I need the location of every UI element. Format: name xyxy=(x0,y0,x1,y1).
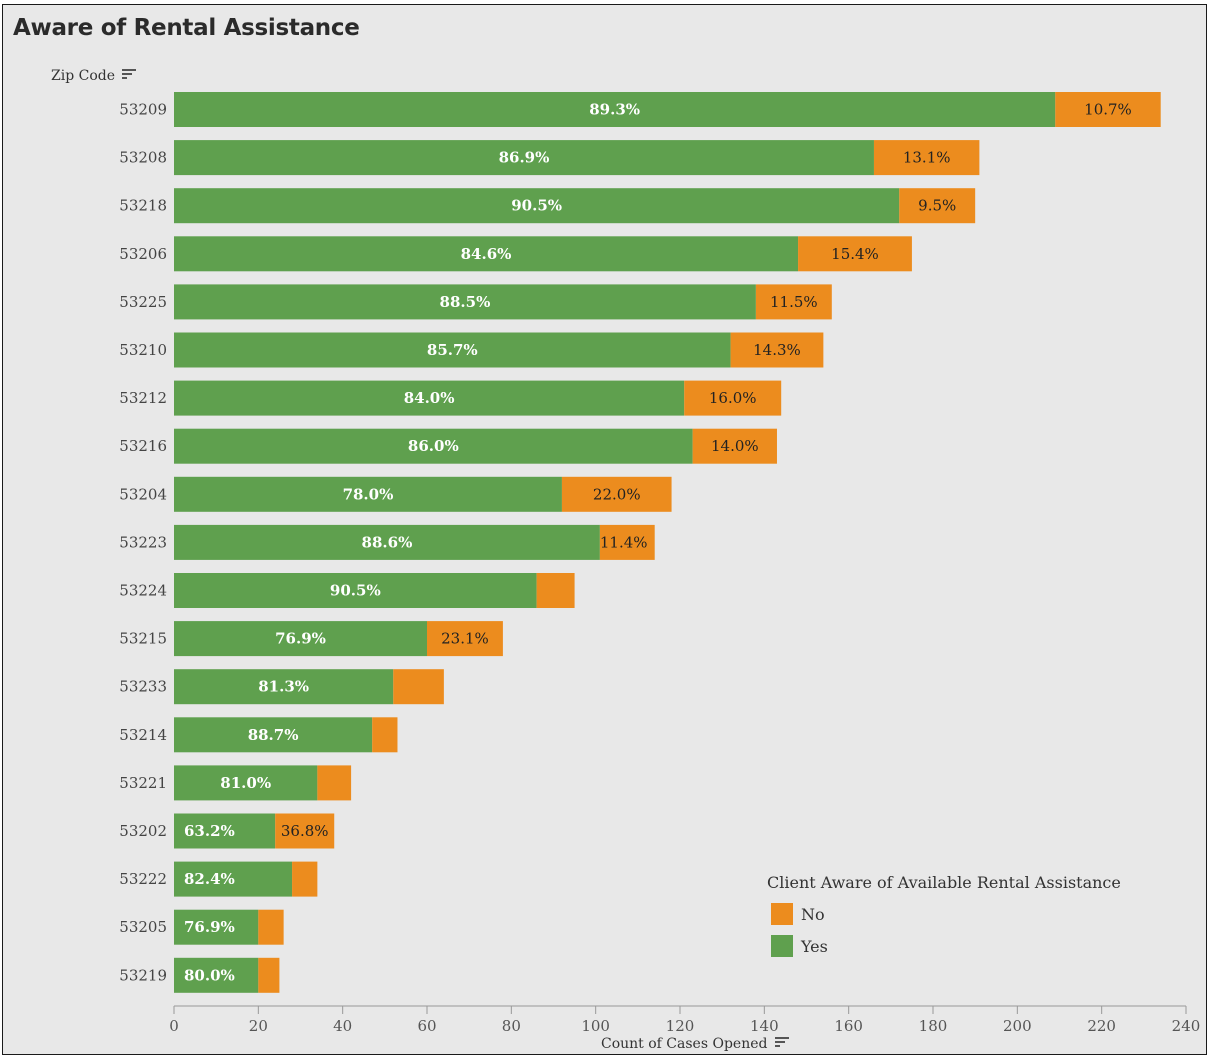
y-tick-label: 53202 xyxy=(119,822,167,840)
y-tick-label: 53218 xyxy=(119,197,167,215)
data-label-yes: 86.9% xyxy=(499,149,550,167)
data-label-yes: 88.6% xyxy=(362,533,413,551)
data-label-yes: 90.5% xyxy=(330,582,381,600)
legend-item-yes[interactable]: Yes xyxy=(767,930,1121,962)
legend-label-no: No xyxy=(801,905,825,924)
data-label-yes: 81.0% xyxy=(220,774,271,792)
bar-no[interactable] xyxy=(258,958,279,993)
data-label-yes: 80.0% xyxy=(184,966,235,984)
y-tick-label: 53216 xyxy=(119,437,167,455)
x-tick-label: 100 xyxy=(581,1017,610,1035)
legend-item-no[interactable]: No xyxy=(767,898,1121,930)
x-axis-title: Count of Cases Opened xyxy=(601,1036,767,1052)
x-tick-label: 60 xyxy=(417,1017,436,1035)
sort-icon[interactable] xyxy=(775,1036,789,1052)
data-label-yes: 84.0% xyxy=(404,389,455,407)
data-label-no: 9.5% xyxy=(918,197,956,215)
y-tick-label: 53223 xyxy=(119,533,167,551)
y-tick-label: 53225 xyxy=(119,293,167,311)
data-label-yes: 86.0% xyxy=(408,437,459,455)
data-label-no: 36.8% xyxy=(281,822,329,840)
data-label-yes: 85.7% xyxy=(427,341,478,359)
legend: Client Aware of Available Rental Assista… xyxy=(767,873,1121,962)
bar-no[interactable] xyxy=(258,910,283,945)
y-tick-label: 53212 xyxy=(119,389,167,407)
x-tick-label: 40 xyxy=(333,1017,352,1035)
x-tick-label: 200 xyxy=(1003,1017,1032,1035)
data-label-no: 22.0% xyxy=(593,485,641,503)
bar-no[interactable] xyxy=(393,669,444,704)
data-label-no: 11.5% xyxy=(770,293,818,311)
data-label-no: 23.1% xyxy=(441,630,489,648)
y-tick-label: 53222 xyxy=(119,870,167,888)
y-tick-label: 53208 xyxy=(119,149,167,167)
y-tick-label: 53204 xyxy=(119,485,167,503)
chart-frame: Aware of Rental Assistance Zip Code 5320… xyxy=(2,4,1207,1055)
bar-no[interactable] xyxy=(317,765,351,800)
y-tick-label: 53205 xyxy=(119,918,167,936)
data-label-yes: 63.2% xyxy=(184,822,235,840)
x-tick-label: 240 xyxy=(1172,1017,1201,1035)
bar-no[interactable] xyxy=(537,573,575,608)
y-tick-label: 53214 xyxy=(119,726,167,744)
data-label-yes: 76.9% xyxy=(184,918,235,936)
data-label-yes: 78.0% xyxy=(343,485,394,503)
data-label-no: 14.3% xyxy=(753,341,801,359)
bar-no[interactable] xyxy=(372,717,397,752)
x-tick-label: 220 xyxy=(1087,1017,1116,1035)
data-label-yes: 81.3% xyxy=(258,678,309,696)
data-label-no: 14.0% xyxy=(711,437,759,455)
y-tick-label: 53210 xyxy=(119,341,167,359)
x-axis-header: Count of Cases Opened xyxy=(601,1036,789,1052)
data-label-no: 16.0% xyxy=(709,389,757,407)
x-tick-label: 180 xyxy=(919,1017,948,1035)
y-tick-label: 53224 xyxy=(119,582,167,600)
data-label-yes: 88.7% xyxy=(248,726,299,744)
legend-label-yes: Yes xyxy=(801,937,828,956)
data-label-yes: 76.9% xyxy=(275,630,326,648)
x-tick-label: 20 xyxy=(249,1017,268,1035)
x-tick-label: 160 xyxy=(834,1017,863,1035)
legend-swatch-yes xyxy=(771,935,793,957)
y-tick-label: 53221 xyxy=(119,774,167,792)
x-tick-label: 80 xyxy=(502,1017,521,1035)
data-label-no: 10.7% xyxy=(1084,101,1132,119)
legend-title: Client Aware of Available Rental Assista… xyxy=(767,873,1121,892)
y-tick-label: 53219 xyxy=(119,966,167,984)
data-label-no: 11.4% xyxy=(600,533,648,551)
data-label-no: 15.4% xyxy=(831,245,879,263)
x-tick-label: 0 xyxy=(169,1017,179,1035)
data-label-yes: 84.6% xyxy=(461,245,512,263)
bar-no[interactable] xyxy=(292,862,317,897)
y-tick-label: 53206 xyxy=(119,245,167,263)
data-label-yes: 89.3% xyxy=(589,101,640,119)
data-label-yes: 88.5% xyxy=(440,293,491,311)
y-tick-label: 53233 xyxy=(119,678,167,696)
legend-swatch-no xyxy=(771,903,793,925)
data-label-yes: 90.5% xyxy=(511,197,562,215)
y-tick-label: 53209 xyxy=(119,101,167,119)
data-label-no: 13.1% xyxy=(903,149,951,167)
x-tick-label: 140 xyxy=(750,1017,779,1035)
x-tick-label: 120 xyxy=(666,1017,695,1035)
data-label-yes: 82.4% xyxy=(184,870,235,888)
y-tick-label: 53215 xyxy=(119,630,167,648)
